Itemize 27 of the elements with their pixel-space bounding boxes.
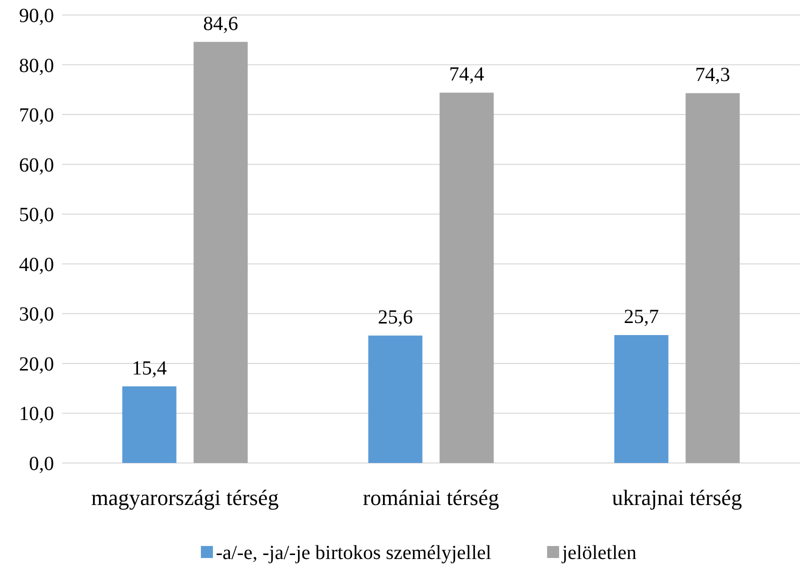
x-tick-label: romániai térség xyxy=(362,485,500,510)
x-tick-label: ukrajnai térség xyxy=(612,485,742,510)
bar xyxy=(122,386,176,463)
legend-label: jelöletlen xyxy=(561,542,637,564)
x-tick-label: magyarországi térség xyxy=(91,485,279,510)
y-tick-label: 0,0 xyxy=(29,453,54,475)
data-label: 25,6 xyxy=(378,306,413,329)
y-tick-label: 50,0 xyxy=(19,204,54,226)
data-label: 15,4 xyxy=(132,357,167,380)
data-label: 74,3 xyxy=(695,64,730,86)
data-label: 74,4 xyxy=(449,64,484,86)
data-label: 25,7 xyxy=(624,306,659,328)
y-tick-label: 80,0 xyxy=(19,54,54,77)
bar xyxy=(686,93,740,463)
y-tick-label: 30,0 xyxy=(19,304,54,326)
data-label: 84,6 xyxy=(203,12,238,35)
y-tick-label: 90,0 xyxy=(19,5,54,27)
y-tick-label: 70,0 xyxy=(19,104,54,127)
bar xyxy=(194,42,248,463)
bar xyxy=(368,336,422,463)
bar xyxy=(614,335,668,463)
y-tick-label: 20,0 xyxy=(19,353,54,376)
y-tick-label: 60,0 xyxy=(19,154,54,176)
y-tick-label: 10,0 xyxy=(19,403,54,426)
bar xyxy=(440,92,494,463)
y-tick-label: 40,0 xyxy=(19,254,54,276)
legend-label: -a/-e, -ja/-je birtokos személyjellel xyxy=(216,542,492,564)
